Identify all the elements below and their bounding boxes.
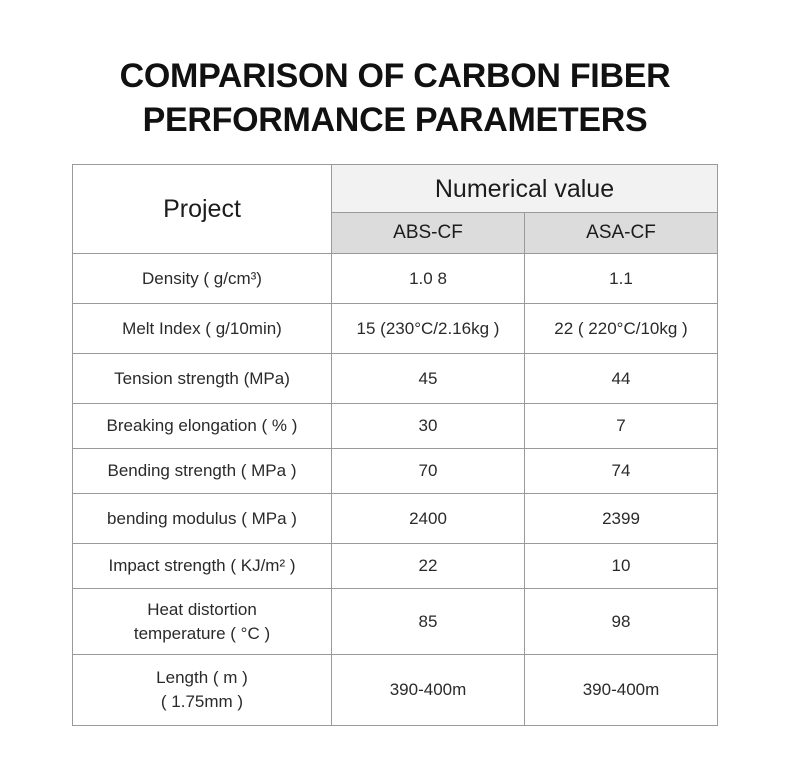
table-row: Heat distortion temperature ( °C ) 85 98 (72, 588, 718, 655)
row-label: Tension strength (MPa) (72, 353, 332, 404)
asa-cf-value: 74 (524, 448, 718, 494)
asa-cf-value: 44 (524, 353, 718, 404)
abs-cf-value: 1.0 8 (331, 253, 525, 304)
abs-cf-value: 70 (331, 448, 525, 494)
row-label-line-2: ( 1.75mm ) (160, 692, 244, 711)
row-label: Melt Index ( g/10min) (72, 303, 332, 354)
asa-cf-value: 2399 (524, 493, 718, 544)
row-label: Density ( g/cm³) (72, 253, 332, 304)
comparison-table: Project Numerical value ABS-CF ASA-CF De… (72, 164, 718, 726)
row-label-line-1: Heat distortion (147, 599, 257, 619)
table-row: Bending strength ( MPa ) 70 74 (72, 448, 718, 494)
row-label: bending modulus ( MPa ) (72, 493, 332, 544)
asa-cf-value: 7 (524, 403, 718, 449)
abs-cf-value: 45 (331, 353, 525, 404)
table-row: Breaking elongation ( % ) 30 7 (72, 403, 718, 449)
abs-cf-value: 22 (331, 543, 525, 589)
header-abs-cf: ABS-CF (331, 212, 525, 254)
row-label: Breaking elongation ( % ) (72, 403, 332, 449)
table-row: Tension strength (MPa) 45 44 (72, 353, 718, 404)
row-label: Heat distortion temperature ( °C ) (72, 588, 332, 655)
abs-cf-value: 390-400m (331, 654, 525, 726)
abs-cf-value: 85 (331, 588, 525, 655)
row-label: Length ( m ) ( 1.75mm ) (72, 654, 332, 726)
row-label-line-2: temperature ( °C ) (133, 623, 271, 643)
table-row: Length ( m ) ( 1.75mm ) 390-400m 390-400… (72, 654, 718, 726)
table-row: bending modulus ( MPa ) 2400 2399 (72, 493, 718, 544)
abs-cf-value: 2400 (331, 493, 525, 544)
abs-cf-value: 15 (230°C/2.16kg ) (331, 303, 525, 354)
title-line-2: PERFORMANCE PARAMETERS (142, 101, 648, 139)
row-label: Impact strength ( KJ/m² ) (72, 543, 332, 589)
table-subheader-row: ABS-CF ASA-CF (73, 212, 718, 254)
table-row: Impact strength ( KJ/m² ) 22 10 (72, 543, 718, 589)
header-asa-cf: ASA-CF (524, 212, 718, 254)
row-label: Bending strength ( MPa ) (72, 448, 332, 494)
row-label-line-1: Length ( m ) (156, 668, 248, 687)
asa-cf-value: 10 (524, 543, 718, 589)
table-header-row: Project Numerical value (72, 164, 718, 254)
asa-cf-value: 98 (524, 588, 718, 655)
title-line-1: COMPARISON OF CARBON FIBER (119, 57, 671, 95)
page-title: COMPARISON OF CARBON FIBER PERFORMANCE P… (0, 54, 790, 142)
abs-cf-value: 30 (331, 403, 525, 449)
table-row: Density ( g/cm³) 1.0 8 1.1 (72, 253, 718, 304)
header-project: Project (72, 164, 332, 254)
asa-cf-value: 22 ( 220°C/10kg ) (524, 303, 718, 354)
asa-cf-value: 1.1 (524, 253, 718, 304)
header-numerical-value: Numerical value (331, 164, 718, 213)
table-row: Melt Index ( g/10min) 15 (230°C/2.16kg )… (72, 303, 718, 354)
asa-cf-value: 390-400m (524, 654, 718, 726)
